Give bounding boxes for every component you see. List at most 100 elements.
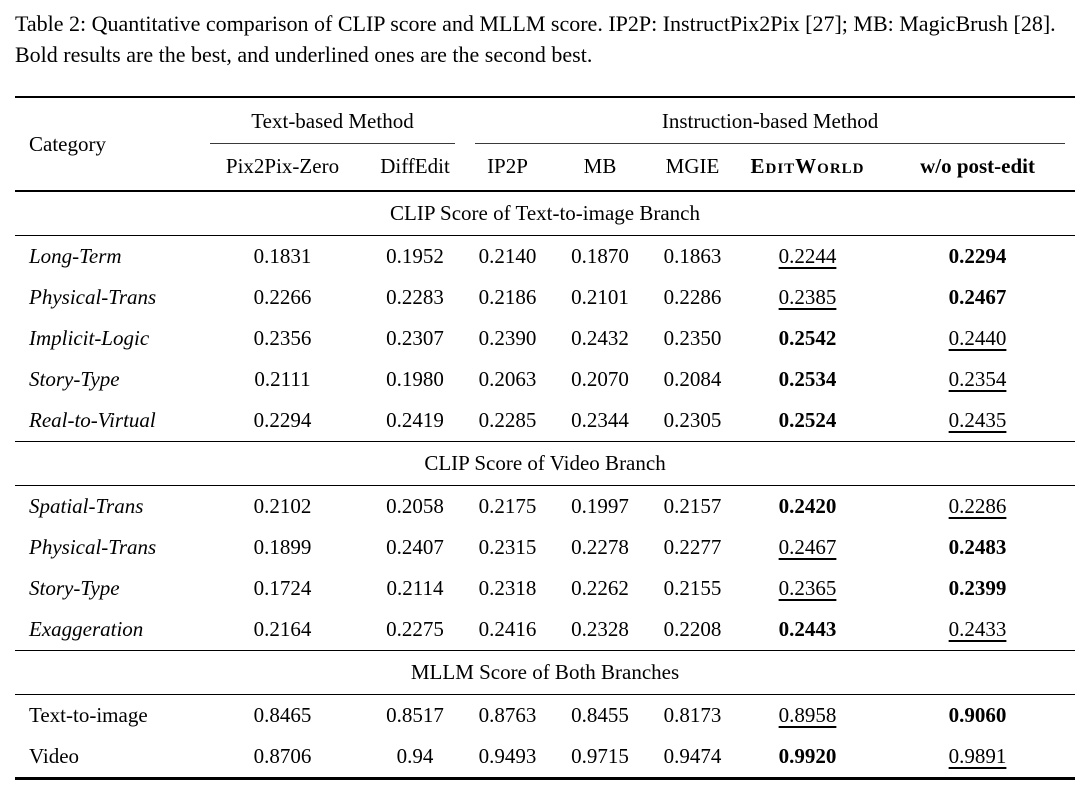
value-cell-second-best: 0.2433 bbox=[948, 617, 1007, 641]
value-cell: 0.1870 bbox=[571, 244, 629, 268]
value-cell: 0.8173 bbox=[663, 703, 722, 727]
value-cell: 0.2356 bbox=[253, 326, 312, 350]
value-cell: 0.9715 bbox=[571, 744, 629, 768]
value-cell: 0.2285 bbox=[478, 408, 537, 432]
value-cell: 0.2140 bbox=[478, 244, 537, 268]
category-cell: Exaggeration bbox=[29, 617, 144, 641]
value-cell: 0.9474 bbox=[663, 744, 722, 768]
value-cell: 0.2275 bbox=[386, 617, 444, 641]
category-cell: Spatial-Trans bbox=[29, 494, 144, 518]
value-cell: 0.2186 bbox=[478, 285, 537, 309]
value-cell-second-best: 0.9891 bbox=[948, 744, 1007, 768]
column-header-mgie: MGIE bbox=[650, 144, 735, 192]
column-group-text-based-label: Text-based Method bbox=[210, 107, 455, 144]
value-cell: 0.2390 bbox=[478, 326, 537, 350]
value-cell: 0.1863 bbox=[663, 244, 722, 268]
value-cell-second-best: 0.2286 bbox=[948, 494, 1007, 518]
table-body: CLIP Score of Text-to-image Branch Long-T… bbox=[15, 190, 1076, 779]
table-header: Category Text-based Method Instruction-b… bbox=[15, 97, 1076, 192]
table-row: Video 0.8706 0.94 0.9493 0.9715 0.9474 0.9920 0… bbox=[15, 736, 1075, 779]
column-header-diffedit: DiffEdit bbox=[365, 144, 465, 192]
section-title: CLIP Score of Video Branch bbox=[15, 441, 1076, 486]
value-cell: 0.2175 bbox=[478, 494, 537, 518]
column-header-editworld: EditWorld bbox=[735, 144, 880, 192]
value-cell-best: 0.2483 bbox=[948, 535, 1007, 559]
value-cell: 0.2416 bbox=[478, 617, 537, 641]
column-header-pix2pix-zero: Pix2Pix-Zero bbox=[200, 144, 365, 192]
value-cell: 0.2208 bbox=[663, 617, 722, 641]
value-cell: 0.2266 bbox=[253, 285, 312, 309]
value-cell: 0.94 bbox=[396, 744, 434, 768]
value-cell: 0.2102 bbox=[253, 494, 312, 518]
value-cell: 0.2155 bbox=[663, 576, 722, 600]
section-header-row: MLLM Score of Both Branches bbox=[15, 650, 1076, 695]
method-header-row: Pix2Pix-Zero DiffEdit IP2P MB MGIE EditW… bbox=[15, 144, 1076, 192]
value-cell: 0.1831 bbox=[253, 244, 312, 268]
category-cell: Physical-Trans bbox=[29, 285, 157, 309]
value-cell: 0.2063 bbox=[478, 367, 537, 391]
value-cell-second-best: 0.2467 bbox=[778, 535, 837, 559]
value-cell: 0.2283 bbox=[386, 285, 444, 309]
value-cell: 0.2305 bbox=[663, 408, 722, 432]
category-cell: Physical-Trans bbox=[29, 535, 157, 559]
value-cell: 0.2350 bbox=[663, 326, 722, 350]
value-cell-second-best: 0.2244 bbox=[778, 244, 837, 268]
value-cell: 0.2084 bbox=[663, 367, 722, 391]
value-cell: 0.1899 bbox=[253, 535, 312, 559]
table-row: Physical-Trans 0.2266 0.2283 0.2186 0.2101 0.… bbox=[15, 277, 1075, 318]
value-cell-second-best: 0.2354 bbox=[948, 367, 1007, 391]
category-cell: Video bbox=[29, 744, 80, 768]
value-cell-second-best: 0.2440 bbox=[948, 326, 1007, 350]
value-cell-best: 0.2524 bbox=[778, 408, 837, 432]
value-cell: 0.2278 bbox=[571, 535, 629, 559]
column-group-instruction-based: Instruction-based Method bbox=[465, 97, 1075, 144]
value-cell: 0.2058 bbox=[386, 494, 444, 518]
value-cell: 0.2294 bbox=[253, 408, 312, 432]
value-cell: 0.8455 bbox=[571, 703, 629, 727]
value-cell: 0.2407 bbox=[386, 535, 444, 559]
value-cell: 0.2286 bbox=[663, 285, 722, 309]
value-cell-best: 0.2420 bbox=[778, 494, 837, 518]
value-cell: 0.1980 bbox=[386, 367, 444, 391]
value-cell: 0.2111 bbox=[254, 367, 311, 391]
value-cell: 0.8763 bbox=[478, 703, 537, 727]
value-cell: 0.8706 bbox=[253, 744, 312, 768]
value-cell-second-best: 0.8958 bbox=[778, 703, 837, 727]
column-header-wo-post-edit: w/o post-edit bbox=[880, 144, 1076, 192]
value-cell: 0.2262 bbox=[571, 576, 629, 600]
table-row: Real-to-Virtual 0.2294 0.2419 0.2285 0.2344 0… bbox=[15, 400, 1075, 442]
value-cell-best: 0.9060 bbox=[948, 703, 1007, 727]
value-cell-best: 0.9920 bbox=[778, 744, 837, 768]
column-group-text-based: Text-based Method bbox=[200, 97, 465, 144]
value-cell-best: 0.2399 bbox=[948, 576, 1007, 600]
table-row: Physical-Trans 0.1899 0.2407 0.2315 0.2278 0.… bbox=[15, 527, 1075, 568]
value-cell-second-best: 0.2365 bbox=[778, 576, 837, 600]
section-header-row: CLIP Score of Text-to-image Branch bbox=[15, 190, 1076, 236]
results-table: Category Text-based Method Instruction-b… bbox=[15, 96, 1076, 780]
column-header-mb: MB bbox=[550, 144, 650, 192]
section-header-row: CLIP Score of Video Branch bbox=[15, 441, 1076, 486]
table-row: Implicit-Logic 0.2356 0.2307 0.2390 0.2432 0.… bbox=[15, 318, 1075, 359]
value-cell-second-best: 0.2385 bbox=[778, 285, 837, 309]
column-header-ip2p: IP2P bbox=[465, 144, 550, 192]
value-cell: 0.8465 bbox=[253, 703, 312, 727]
table-row: Text-to-image 0.8465 0.8517 0.8763 0.8455 0.8… bbox=[15, 695, 1075, 737]
table-caption: Table 2: Quantitative comparison of CLIP… bbox=[15, 11, 1056, 67]
value-cell-second-best: 0.2435 bbox=[948, 408, 1007, 432]
table-row: Spatial-Trans 0.2102 0.2058 0.2175 0.1997 0.2… bbox=[15, 486, 1075, 528]
value-cell: 0.9493 bbox=[478, 744, 537, 768]
value-cell-best: 0.2467 bbox=[948, 285, 1007, 309]
category-cell: Story-Type bbox=[29, 367, 120, 391]
value-cell: 0.1997 bbox=[571, 494, 629, 518]
table-row: Exaggeration 0.2164 0.2275 0.2416 0.2328 0.22… bbox=[15, 609, 1075, 651]
value-cell: 0.2157 bbox=[663, 494, 722, 518]
category-cell: Long-Term bbox=[29, 244, 122, 268]
value-cell: 0.2315 bbox=[478, 535, 537, 559]
value-cell: 0.2419 bbox=[386, 408, 444, 432]
section-title: CLIP Score of Text-to-image Branch bbox=[15, 190, 1076, 236]
value-cell: 0.2277 bbox=[663, 535, 722, 559]
value-cell-best: 0.2443 bbox=[778, 617, 837, 641]
value-cell: 0.2328 bbox=[571, 617, 629, 641]
category-cell: Real-to-Virtual bbox=[29, 408, 156, 432]
